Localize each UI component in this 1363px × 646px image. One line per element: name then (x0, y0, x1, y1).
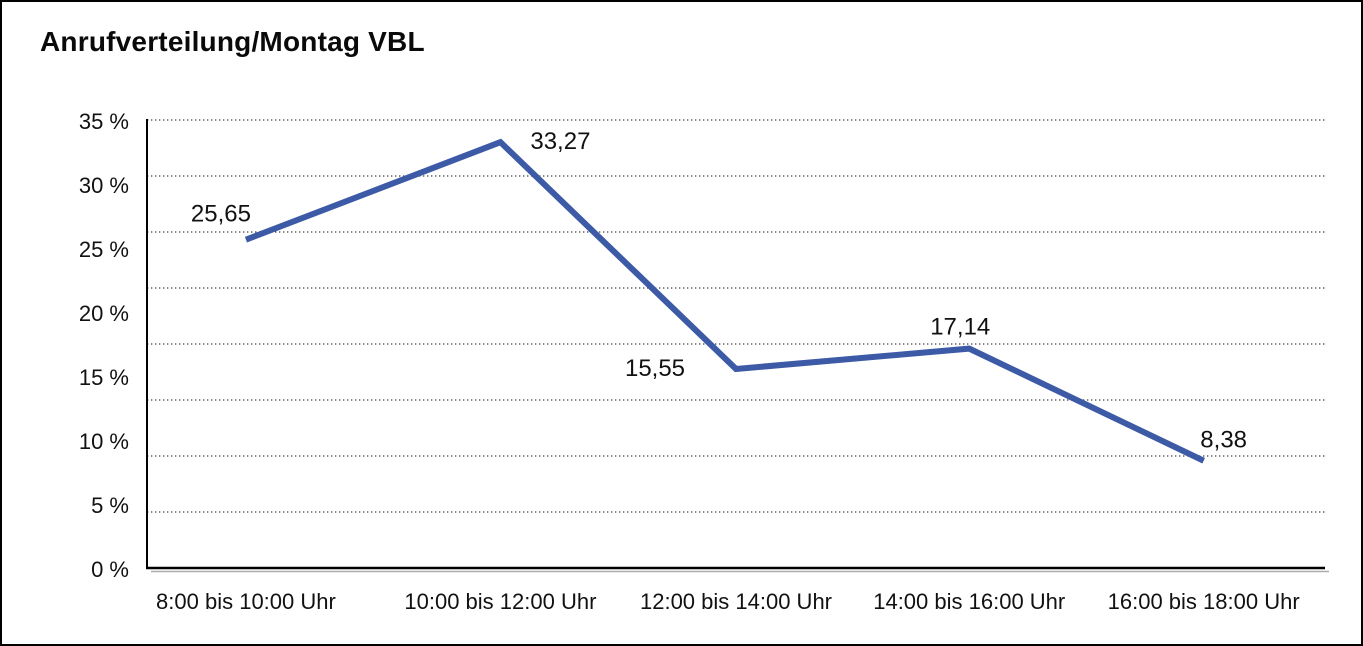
x-tick-label: 10:00 bis 12:00 Uhr (404, 589, 596, 614)
x-tick-label: 8:00 bis 10:00 Uhr (156, 589, 336, 614)
x-tick-label: 12:00 bis 14:00 Uhr (640, 589, 832, 614)
y-tick-label: 25 % (79, 237, 129, 262)
value-label: 8,38 (1200, 427, 1247, 454)
x-tick-label: 16:00 bis 18:00 Uhr (1108, 589, 1300, 614)
x-tick-label: 14:00 bis 16:00 Uhr (873, 589, 1065, 614)
y-tick-label: 5 % (91, 493, 129, 518)
y-tick-label: 20 % (79, 301, 129, 326)
y-tick-label: 10 % (79, 429, 129, 454)
value-label: 17,14 (930, 314, 990, 341)
y-tick-label: 0 % (91, 557, 129, 582)
y-tick-label: 15 % (79, 365, 129, 390)
value-label: 15,55 (625, 355, 685, 382)
data-line (244, 138, 1205, 464)
value-label: 25,65 (191, 201, 251, 228)
chart-title: Anrufverteilung/Montag VBL (40, 26, 425, 57)
value-label: 33,27 (530, 128, 590, 155)
y-tick-label: 30 % (79, 173, 129, 198)
y-tick-label: 35 % (79, 109, 129, 134)
